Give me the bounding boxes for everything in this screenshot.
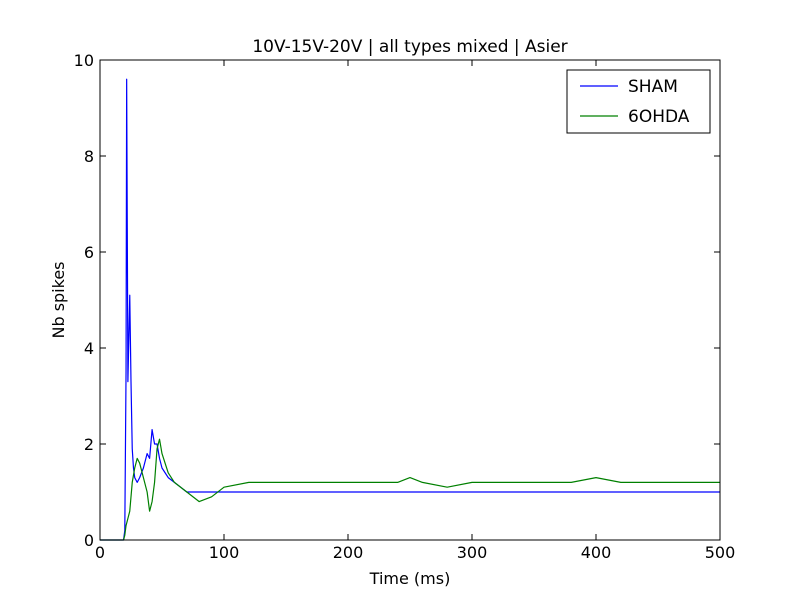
x-tick-label: 200 [333,543,364,562]
x-tick-label: 0 [95,543,105,562]
y-axis-label: Nb spikes [49,261,68,338]
plot-area [100,60,720,540]
legend-label-sham: SHAM [628,77,678,97]
x-tick-label: 300 [457,543,488,562]
series-line-6ohda [100,438,720,541]
y-tick-label: 10 [74,51,94,70]
y-tick-label: 0 [84,531,94,550]
legend-box [566,69,711,134]
series-layer [100,78,720,541]
y-tick-label: 8 [84,147,94,166]
y-tick-label: 4 [84,339,94,358]
y-tick-label: 6 [84,243,94,262]
chart-title: 10V-15V-20V | all types mixed | Asier [252,37,567,57]
x-tick-label: 500 [705,543,736,562]
x-axis-label: Time (ms) [369,569,451,588]
legend: SHAM 6OHDA [566,69,711,134]
y-tick-label: 2 [84,435,94,454]
x-tick-label: 400 [581,543,612,562]
plot-frame [99,59,721,541]
tick-layer: 0 100 200 300 400 500 0 2 4 6 8 10 [74,51,736,562]
legend-label-6ohda: 6OHDA [628,107,690,127]
x-tick-label: 100 [209,543,240,562]
